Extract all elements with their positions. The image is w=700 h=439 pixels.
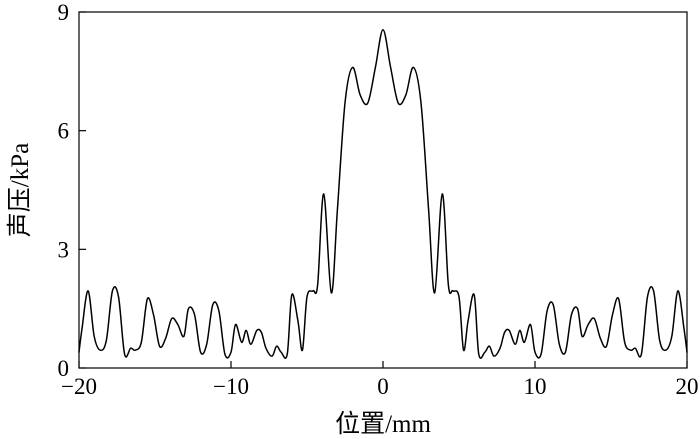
x-tick-label: −10 (213, 374, 249, 399)
x-tick-label: 0 (377, 374, 389, 399)
y-tick-label: 9 (58, 0, 70, 25)
y-axis-title: 声压/kPa (6, 143, 34, 237)
y-axis-ticks: 0 3 6 9 (58, 0, 86, 381)
x-tick-label: −20 (61, 374, 97, 399)
pressure-curve (78, 29, 688, 359)
y-tick-label: 0 (58, 356, 70, 381)
x-tick-label: 20 (676, 374, 699, 399)
x-axis-title: 位置/mm (335, 410, 431, 438)
plot-frame (78, 11, 688, 369)
x-axis-ticks: −20 −10 0 10 20 (61, 361, 699, 399)
x-tick-label: 10 (524, 374, 547, 399)
y-tick-label: 3 (58, 237, 70, 262)
y-tick-label: 6 (58, 119, 70, 144)
